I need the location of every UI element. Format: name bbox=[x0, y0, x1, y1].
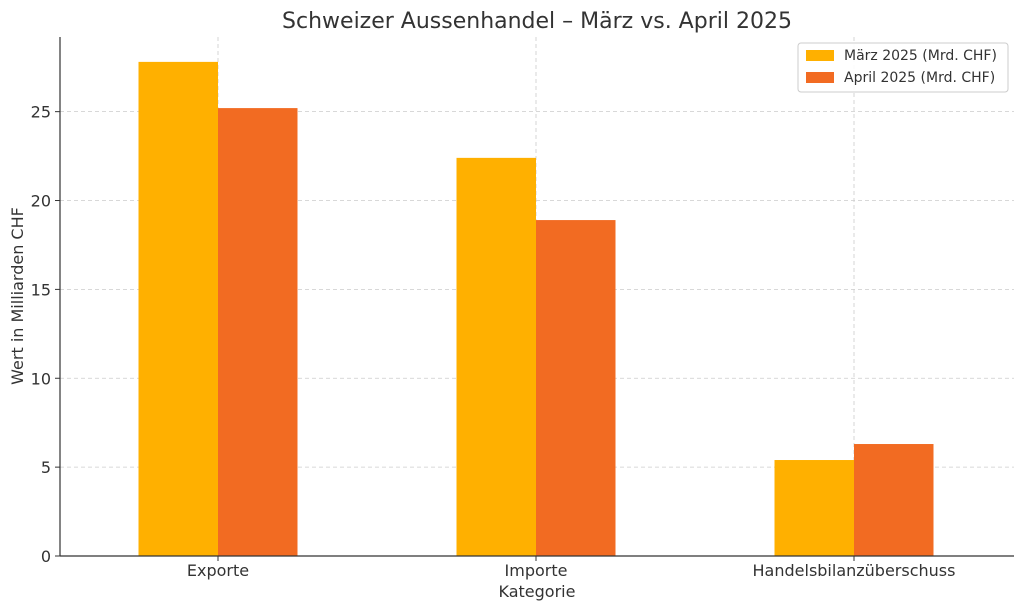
y-tick-label: 20 bbox=[31, 192, 51, 211]
x-axis-label: Kategorie bbox=[499, 582, 576, 601]
x-tick-label: Exporte bbox=[187, 561, 249, 580]
legend-label-march: März 2025 (Mrd. CHF) bbox=[844, 48, 997, 64]
x-tick-label: Importe bbox=[505, 561, 568, 580]
bar-march-handelsbilanzüberschuss bbox=[774, 460, 854, 556]
x-tick-label: Handelsbilanzüberschuss bbox=[753, 561, 956, 580]
y-tick-label: 15 bbox=[31, 280, 51, 299]
chart-title: Schweizer Aussenhandel – März vs. April … bbox=[282, 9, 792, 34]
bar-april-exporte bbox=[218, 108, 298, 557]
y-ticks: 0 5 10 15 20 25 bbox=[31, 103, 60, 566]
legend-swatch-april bbox=[806, 72, 834, 83]
bars bbox=[138, 61, 934, 557]
bar-april-handelsbilanzüberschuss bbox=[854, 444, 934, 556]
y-tick-label: 25 bbox=[31, 103, 51, 122]
y-axis-label: Wert in Milliarden CHF bbox=[8, 207, 27, 385]
y-tick-label: 5 bbox=[41, 458, 51, 477]
axes bbox=[59, 37, 1014, 557]
x-ticks: Exporte Importe Handelsbilanzüberschuss bbox=[187, 556, 956, 580]
legend-swatch-march bbox=[806, 50, 834, 61]
bar-march-importe bbox=[456, 157, 536, 556]
bar-april-importe bbox=[536, 220, 616, 557]
y-tick-label: 10 bbox=[31, 369, 51, 388]
bar-march-exporte bbox=[138, 61, 218, 557]
legend-frame bbox=[797, 42, 1009, 93]
legend-label-april: April 2025 (Mrd. CHF) bbox=[844, 70, 995, 86]
legend: März 2025 (Mrd. CHF) April 2025 (Mrd. CH… bbox=[797, 42, 1009, 93]
y-tick-label: 0 bbox=[41, 547, 51, 566]
